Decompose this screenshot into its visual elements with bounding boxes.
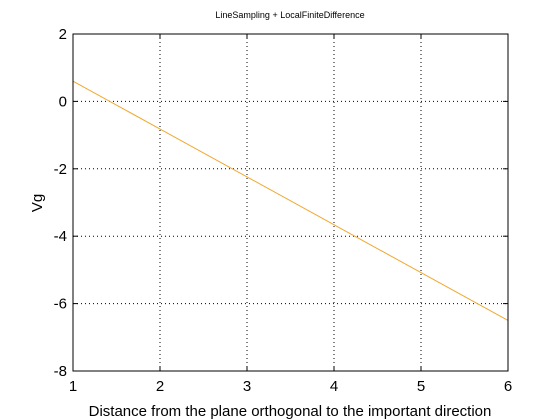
y-tick-label: -4 (54, 228, 67, 245)
y-axis-title: Vg (29, 194, 46, 212)
y-tick-label: -8 (54, 363, 67, 380)
series-layer (72, 80, 509, 321)
chart-title: LineSampling + LocalFiniteDifference (215, 10, 364, 20)
plot-background (73, 34, 508, 371)
y-tick-label: 2 (59, 26, 67, 43)
x-tick-label: 3 (243, 378, 251, 395)
y-tick-label: -6 (54, 296, 67, 313)
x-tick-label: 6 (504, 378, 512, 395)
x-tick-label: 1 (69, 378, 77, 395)
plot-frame (72, 33, 509, 372)
x-tick-label: 2 (156, 378, 164, 395)
x-tick-label: 5 (417, 378, 425, 395)
tick-marks (72, 33, 509, 372)
tick-labels: 1 2 3 4 5 6 -8 -6 -4 -2 0 2 (54, 26, 513, 395)
y-tick-label: -2 (54, 161, 67, 178)
series-line (72, 80, 509, 321)
x-axis-title: Distance from the plane orthogonal to th… (89, 403, 492, 420)
grid (73, 34, 508, 371)
y-tick-label: 0 (59, 93, 67, 110)
x-tick-label: 4 (330, 378, 338, 395)
